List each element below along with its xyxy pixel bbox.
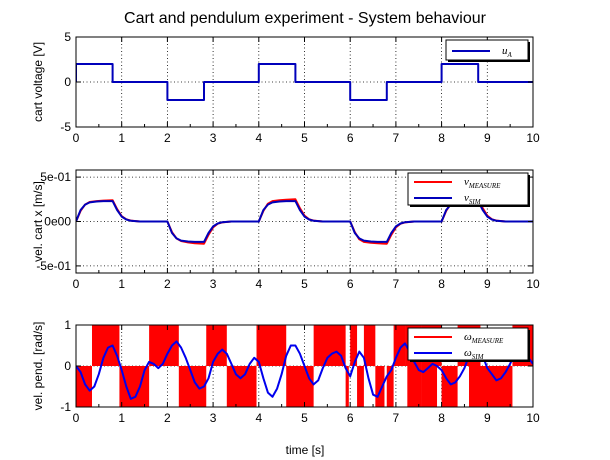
series-line-2 — [76, 340, 533, 400]
x-tick-label: 5 — [301, 277, 308, 291]
legend-label: ωMEASURE — [464, 331, 504, 345]
x-tick-label: 6 — [347, 131, 354, 145]
y-tick-label: -1 — [60, 400, 71, 414]
legend-label: ωSIM — [464, 347, 485, 361]
data-band — [350, 325, 358, 366]
x-tick-label: 1 — [118, 277, 125, 291]
x-tick-label: 2 — [164, 411, 171, 425]
x-tick-label: 8 — [438, 277, 445, 291]
legend-label: vSIM — [464, 192, 482, 206]
x-tick-label: 10 — [526, 277, 540, 291]
y-axis-label: vel. pend. [rad/s] — [31, 322, 45, 411]
legend-box — [407, 327, 529, 361]
data-band — [357, 366, 364, 407]
legend: uA — [445, 39, 530, 62]
data-band — [345, 366, 349, 407]
x-tick-label: 8 — [438, 131, 445, 145]
data-band — [226, 366, 257, 407]
y-tick-label: 5e-01 — [40, 170, 71, 184]
x-tick-label: 9 — [484, 277, 491, 291]
data-band — [386, 366, 394, 407]
x-tick-label: 8 — [438, 411, 445, 425]
legend: ωMEASURE ωSIM — [407, 327, 530, 362]
x-tick-label: 6 — [347, 277, 354, 291]
y-tick-label: 0 — [64, 359, 71, 373]
x-tick-label: 7 — [393, 131, 400, 145]
data-band — [363, 325, 376, 366]
data-band — [469, 366, 490, 407]
x-tick-label: 0 — [73, 411, 80, 425]
data-band — [91, 325, 120, 366]
data-band — [76, 366, 92, 407]
y-tick-label: -5e-01 — [36, 259, 71, 273]
data-band — [206, 325, 227, 366]
data-band — [441, 366, 458, 407]
x-tick-label: 5 — [301, 131, 308, 145]
y-tick-label: 0e00 — [44, 215, 71, 229]
y-tick-label: 1 — [64, 318, 71, 332]
legend: vMEASURE vSIM — [407, 172, 530, 207]
y-axis-label: cart voltage [V] — [31, 42, 45, 122]
data-band — [393, 325, 406, 366]
x-tick-label: 9 — [484, 411, 491, 425]
x-tick-label: 10 — [526, 131, 540, 145]
data-band — [286, 366, 314, 407]
x-tick-label: 4 — [255, 277, 262, 291]
data-band — [407, 366, 422, 407]
y-tick-label: 5 — [64, 30, 71, 44]
figure-title: Cart and pendulum experiment - System be… — [124, 10, 487, 27]
x-axis-label: time [s] — [286, 443, 325, 457]
x-tick-label: 9 — [484, 131, 491, 145]
x-tick-label: 2 — [164, 131, 171, 145]
y-tick-label: 0 — [64, 75, 71, 89]
x-tick-label: 0 — [73, 277, 80, 291]
x-tick-label: 3 — [210, 277, 217, 291]
x-tick-label: 2 — [164, 277, 171, 291]
legend-label: vMEASURE — [464, 176, 501, 190]
data-band — [313, 325, 346, 366]
x-tick-label: 3 — [210, 411, 217, 425]
series-line-2 — [76, 200, 533, 243]
x-tick-label: 3 — [210, 131, 217, 145]
y-axis-label: vel. cart x [m/s] — [31, 181, 45, 262]
x-tick-label: 0 — [73, 131, 80, 145]
x-tick-label: 10 — [526, 411, 540, 425]
x-tick-label: 7 — [393, 411, 400, 425]
x-tick-label: 5 — [301, 411, 308, 425]
data-band — [421, 366, 438, 407]
x-tick-label: 4 — [255, 131, 262, 145]
y-tick-label: -5 — [60, 120, 71, 134]
legend-box — [407, 172, 529, 206]
data-band — [256, 325, 287, 366]
x-tick-label: 4 — [255, 411, 262, 425]
x-tick-label: 1 — [118, 131, 125, 145]
x-tick-label: 7 — [393, 277, 400, 291]
data-band — [375, 366, 385, 407]
x-tick-label: 1 — [118, 411, 125, 425]
x-tick-label: 6 — [347, 411, 354, 425]
legend-label: uA — [502, 45, 513, 59]
series-line-1 — [76, 63, 533, 101]
